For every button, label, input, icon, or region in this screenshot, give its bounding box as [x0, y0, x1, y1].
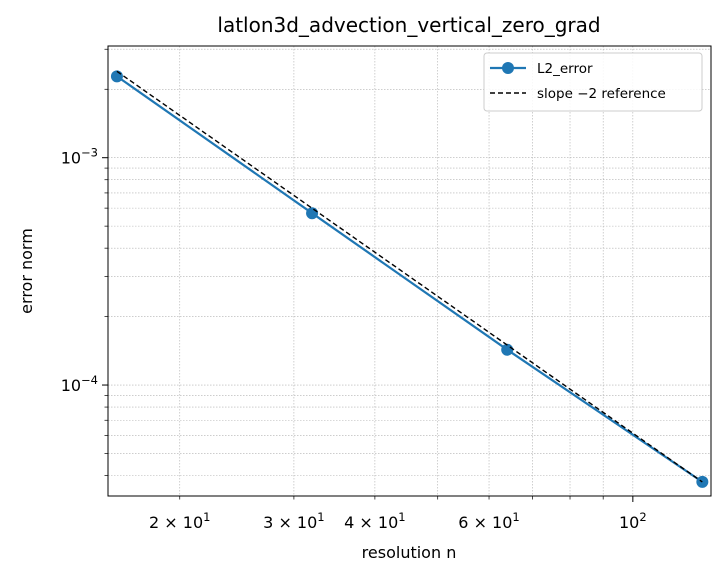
legend-marker-l2-error — [502, 62, 514, 74]
plot-area-frame — [107, 45, 712, 497]
x-tick-label: 4 × 101 — [344, 510, 405, 532]
data-point-l2-error — [306, 207, 319, 220]
data-point-l2-error — [501, 343, 514, 356]
reference-line — [116, 70, 703, 483]
legend-label-reference: slope −2 reference — [537, 86, 666, 102]
x-tick-label: 102 — [619, 510, 647, 532]
data-point-l2-error — [696, 475, 709, 488]
legend-label-l2-error: L2_error — [537, 61, 593, 77]
x-tick-label: 6 × 101 — [458, 510, 519, 532]
x-axis-label: resolution n — [362, 543, 457, 562]
chart-title: latlon3d_advection_vertical_zero_grad — [217, 13, 600, 37]
x-tick-label: 2 × 101 — [149, 510, 210, 532]
y-axis-label: error norm — [17, 228, 36, 314]
series-line-l2-error — [116, 75, 703, 483]
legend: L2_error slope −2 reference — [483, 52, 703, 112]
y-tick-label: 10−3 — [61, 146, 98, 168]
series-layer — [110, 70, 709, 488]
axis-ticks: 2 × 101 3 × 101 4 × 101 6 × 101 102 10−3 10−4 — [61, 48, 647, 532]
legend-frame — [483, 52, 703, 112]
x-tick-label: 3 × 101 — [263, 510, 324, 532]
y-tick-label: 10−4 — [61, 373, 98, 395]
